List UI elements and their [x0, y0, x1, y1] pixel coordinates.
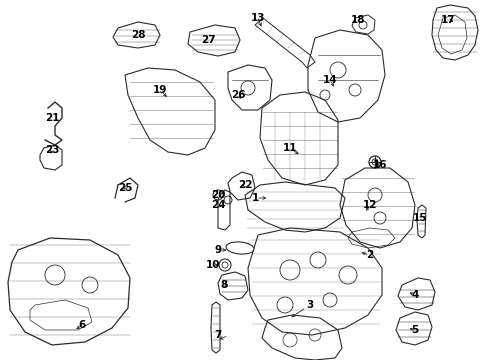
Text: 24: 24 [210, 200, 225, 210]
Text: 14: 14 [322, 75, 337, 85]
Text: 15: 15 [412, 213, 427, 223]
Text: 16: 16 [372, 160, 386, 170]
Text: 22: 22 [237, 180, 252, 190]
Text: 2: 2 [366, 250, 373, 260]
Text: 3: 3 [306, 300, 313, 310]
Text: 10: 10 [205, 260, 220, 270]
Text: 7: 7 [214, 330, 221, 340]
Text: 12: 12 [362, 200, 376, 210]
Text: 28: 28 [130, 30, 145, 40]
Text: 18: 18 [350, 15, 365, 25]
Text: 11: 11 [282, 143, 297, 153]
Text: 6: 6 [78, 320, 85, 330]
Text: 17: 17 [440, 15, 454, 25]
Text: 26: 26 [230, 90, 245, 100]
Ellipse shape [225, 242, 253, 254]
Text: 5: 5 [410, 325, 418, 335]
Text: 13: 13 [250, 13, 264, 23]
Text: 8: 8 [220, 280, 227, 290]
Text: 4: 4 [410, 290, 418, 300]
Text: 1: 1 [251, 193, 258, 203]
Text: 25: 25 [118, 183, 132, 193]
Text: 19: 19 [153, 85, 167, 95]
Text: 27: 27 [200, 35, 215, 45]
Text: 9: 9 [214, 245, 221, 255]
Text: 21: 21 [45, 113, 59, 123]
Text: 23: 23 [45, 145, 59, 155]
Text: 20: 20 [210, 190, 225, 200]
